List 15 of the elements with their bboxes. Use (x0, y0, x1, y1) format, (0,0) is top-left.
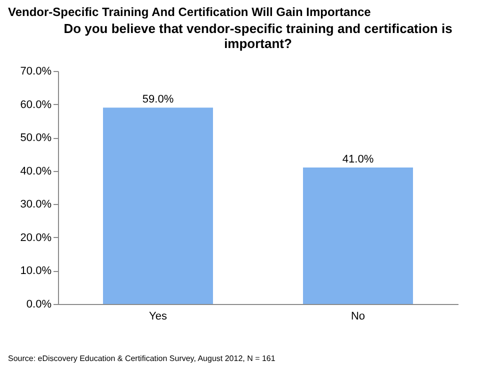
y-tick-label: 70.0% (20, 66, 52, 78)
y-tick-label: 60.0% (20, 98, 52, 111)
chart-title: Vendor-Specific Training And Certification Will Gain Importance (8, 5, 372, 19)
x-tick-label: No (350, 310, 366, 322)
x-tick-label: Yes (149, 310, 168, 322)
y-tick-label: 50.0% (20, 132, 52, 144)
y-tick-label: 20.0% (20, 232, 52, 244)
data-label: 41.0% (342, 154, 374, 166)
y-tick-label: 40.0% (20, 165, 52, 178)
y-tick-label: 30.0% (20, 198, 52, 211)
source-note: Source: eDiscovery Education & Certification Survey, August 2012, N = 161 (8, 354, 276, 363)
y-tick-label: 0.0% (26, 298, 52, 310)
chart-subtitle: Do you believe that vendor-specific training and certification is important? (64, 21, 452, 51)
y-tick-label: 10.0% (20, 265, 52, 278)
data-label: 59.0% (142, 94, 174, 106)
